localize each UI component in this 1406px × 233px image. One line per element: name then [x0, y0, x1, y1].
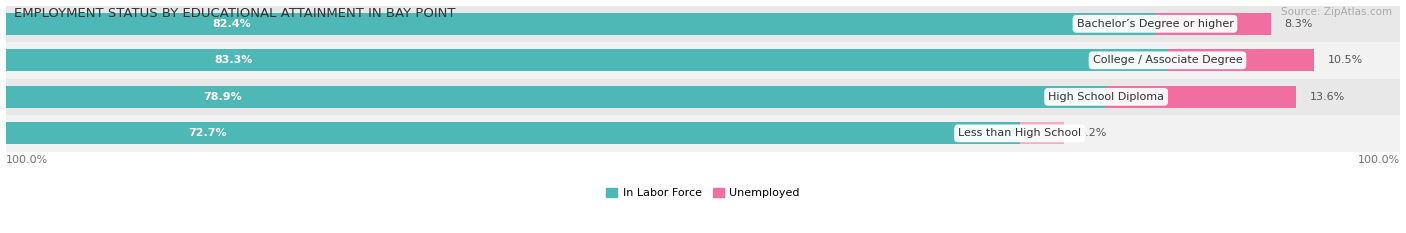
Bar — [6, 6, 1400, 42]
Text: 3.2%: 3.2% — [1078, 128, 1107, 138]
Text: 8.3%: 8.3% — [1285, 19, 1313, 29]
Text: 10.5%: 10.5% — [1327, 55, 1364, 65]
Text: 82.4%: 82.4% — [212, 19, 252, 29]
Text: Less than High School: Less than High School — [957, 128, 1081, 138]
Bar — [1154, 13, 1271, 35]
Text: College / Associate Degree: College / Associate Degree — [1092, 55, 1243, 65]
Text: 72.7%: 72.7% — [188, 128, 226, 138]
Bar — [1019, 122, 1064, 144]
Text: 83.3%: 83.3% — [215, 55, 253, 65]
Bar — [6, 115, 1400, 152]
Text: 100.0%: 100.0% — [6, 154, 48, 164]
Text: High School Diploma: High School Diploma — [1047, 92, 1164, 102]
Text: Source: ZipAtlas.com: Source: ZipAtlas.com — [1281, 7, 1392, 17]
Bar — [6, 42, 1400, 79]
Legend: In Labor Force, Unemployed: In Labor Force, Unemployed — [602, 183, 804, 203]
Bar — [6, 49, 1167, 71]
Text: 78.9%: 78.9% — [204, 92, 242, 102]
Bar — [6, 86, 1107, 108]
Text: EMPLOYMENT STATUS BY EDUCATIONAL ATTAINMENT IN BAY POINT: EMPLOYMENT STATUS BY EDUCATIONAL ATTAINM… — [14, 7, 456, 20]
Text: 13.6%: 13.6% — [1310, 92, 1346, 102]
Bar — [6, 122, 1019, 144]
Bar — [6, 79, 1400, 115]
Text: 100.0%: 100.0% — [1358, 154, 1400, 164]
Text: Bachelor’s Degree or higher: Bachelor’s Degree or higher — [1077, 19, 1233, 29]
Bar — [1167, 49, 1315, 71]
Bar — [1107, 86, 1296, 108]
Bar — [6, 13, 1154, 35]
